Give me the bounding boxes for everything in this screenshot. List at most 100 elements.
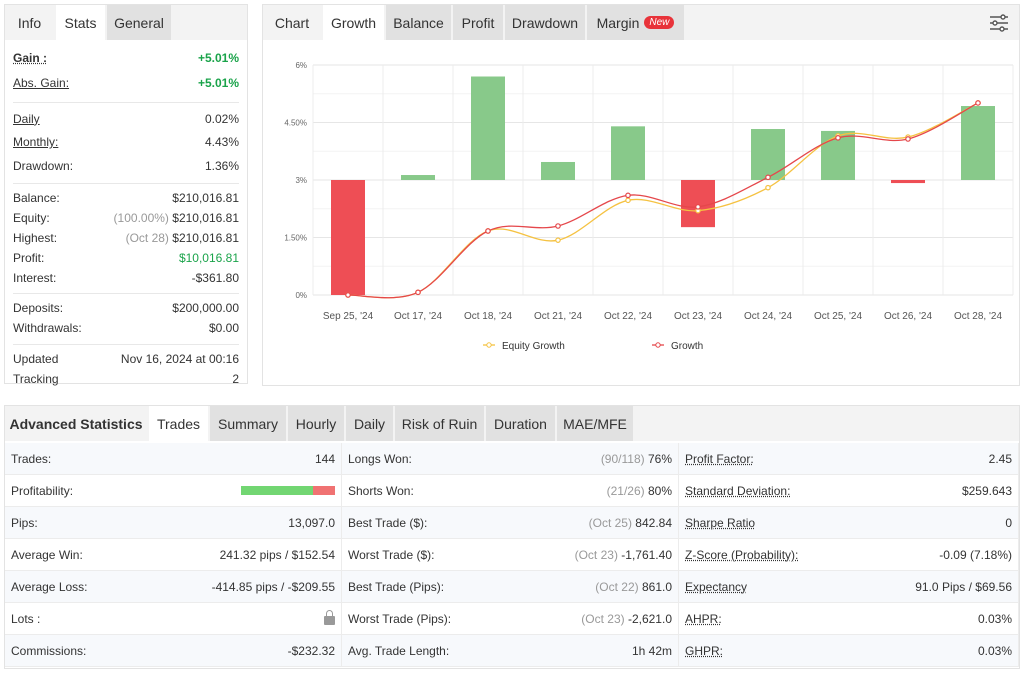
tab-risk-of-ruin[interactable]: Risk of Ruin (395, 406, 484, 441)
stat-value-text: -$361.80 (191, 270, 239, 285)
legend-label-equity-growth[interactable]: Equity Growth (502, 341, 565, 352)
stat-note: (90/118) (600, 451, 645, 466)
tab-label: Trades (156, 415, 201, 432)
sliders-icon[interactable] (989, 14, 1009, 32)
stat-label[interactable]: Gain : (13, 50, 48, 65)
daily-bar[interactable] (471, 76, 505, 181)
legend-marker-icon (655, 342, 661, 348)
data-point-growth[interactable] (345, 292, 351, 298)
stats-section: Daily 0.02% Monthly: 4.43% Drawdown: 1.36% (13, 103, 239, 184)
stat-value-text: 861.0 (641, 579, 672, 594)
stat-cell-sharpe-ratio: Sharpe Ratio 0 (679, 507, 1019, 539)
data-point-growth[interactable] (415, 289, 421, 296)
tab-margin[interactable]: Margin New (587, 5, 684, 40)
stat-value-text: 0.02% (204, 111, 239, 126)
daily-bar[interactable] (961, 106, 995, 180)
stat-value: 0.03% (978, 644, 1012, 658)
stat-label[interactable]: Expectancy (685, 579, 748, 594)
tab-mae-mfe[interactable]: MAE/MFE (557, 406, 633, 441)
data-point-growth[interactable] (695, 204, 701, 210)
stat-label[interactable]: Monthly: (13, 135, 59, 150)
stat-label[interactable]: Profit Factor: (685, 451, 754, 466)
data-point-equity-growth[interactable] (625, 197, 631, 204)
advanced-tabbar: Advanced Statistics Trades Summary Hourly Da… (5, 406, 1019, 441)
data-point-growth[interactable] (625, 192, 631, 199)
tab-stats[interactable]: Stats (56, 5, 105, 40)
stat-label[interactable]: Z-Score (Probability): (685, 547, 799, 562)
stat-note: (Oct 25) (588, 515, 632, 530)
data-point-growth[interactable] (765, 174, 771, 181)
data-point-growth[interactable] (555, 223, 561, 229)
tab-summary[interactable]: Summary (210, 406, 286, 441)
daily-bar[interactable] (331, 180, 365, 295)
stat-label: Updated (13, 351, 59, 366)
x-tick-label: Oct 25, '24 (814, 311, 862, 322)
tab-balance[interactable]: Balance (386, 5, 451, 40)
stat-row-tracking: Tracking 2 (13, 369, 239, 389)
tab-label: Risk of Ruin (401, 415, 478, 432)
tab-hourly[interactable]: Hourly (288, 406, 344, 441)
y-tick-label: 1.50% (284, 234, 307, 243)
stat-value: 0 (1005, 516, 1012, 530)
stat-value: 13,097.0 (288, 516, 335, 530)
tab-label: Drawdown (511, 14, 579, 31)
tab-duration[interactable]: Duration (486, 406, 555, 441)
profitability-bar (241, 486, 335, 495)
daily-bar[interactable] (541, 161, 575, 180)
stat-row-updated: Updated Nov 16, 2024 at 00:16 (13, 349, 239, 369)
daily-bar[interactable] (751, 129, 785, 180)
data-point-equity-growth[interactable] (765, 184, 771, 191)
tab-growth[interactable]: Growth (323, 5, 384, 40)
stat-label[interactable]: Daily (13, 111, 40, 126)
data-point-growth[interactable] (905, 136, 911, 142)
stat-cell-ghpr: GHPR: 0.03% (679, 635, 1019, 667)
stat-row-equity: Equity: (100.00%) $210,016.81 (13, 208, 239, 228)
legend-label-growth[interactable]: Growth (671, 341, 703, 352)
stats-body: Gain : +5.01% Abs. Gain: +5.01% Daily 0.02% Mo… (5, 41, 247, 389)
stat-label[interactable]: Standard Deviation: (685, 483, 791, 498)
stat-value-text: 0.03% (977, 643, 1012, 658)
daily-bar[interactable] (611, 126, 645, 180)
stat-cell-pips: Pips: 13,097.0 (5, 507, 342, 539)
stat-value-text: $10,016.81 (178, 250, 239, 265)
series-line-growth (347, 102, 979, 299)
stats-tabbar: Info Stats General (5, 5, 247, 40)
stat-label: Pips: (11, 515, 38, 530)
stat-value-text: $210,016.81 (172, 190, 239, 205)
daily-bar[interactable] (401, 175, 435, 180)
tab-general[interactable]: General (107, 5, 171, 40)
stat-value-text: +5.01% (197, 50, 239, 65)
stat-label: Lots : (11, 611, 41, 626)
x-tick-label: Oct 24, '24 (744, 311, 792, 322)
stat-value-text: $259.643 (961, 483, 1012, 498)
y-tick-label: 0% (295, 291, 307, 300)
stat-row-gain: Gain : +5.01% (13, 45, 239, 70)
stat-value: $259.643 (962, 484, 1012, 498)
tab-drawdown[interactable]: Drawdown (505, 5, 585, 40)
stats-section: Updated Nov 16, 2024 at 00:16 Tracking 2 (13, 345, 239, 389)
stat-label[interactable]: Sharpe Ratio (685, 515, 756, 530)
stat-value-text: -$232.32 (287, 643, 335, 658)
stat-value-text: 4.43% (204, 135, 239, 150)
stat-cell-z-score-probability: Z-Score (Probability): -0.09 (7.18%) (679, 539, 1019, 571)
stat-label[interactable]: GHPR: (685, 643, 724, 658)
stat-value-text: 842.84 (635, 515, 672, 530)
daily-bar[interactable] (681, 180, 715, 228)
stat-label[interactable]: AHPR: (685, 611, 722, 626)
stat-value-text: 144 (314, 451, 335, 466)
data-point-growth[interactable] (975, 100, 981, 106)
tab-label: MAE/MFE (563, 415, 627, 432)
stat-label: Shorts Won: (348, 483, 414, 498)
data-point-growth[interactable] (835, 135, 841, 141)
stats-panel: Info Stats General Gain : +5.01% Abs. Gain: +… (4, 4, 248, 386)
stat-label[interactable]: Abs. Gain: (13, 75, 70, 90)
stat-cell-average-win: Average Win: 241.32 pips / $152.54 (5, 539, 342, 571)
tab-profit[interactable]: Profit (453, 5, 503, 40)
daily-bar[interactable] (891, 180, 925, 184)
tab-trades[interactable]: Trades (149, 406, 208, 441)
stat-cell-standard-deviation: Standard Deviation: $259.643 (679, 475, 1019, 507)
data-point-growth[interactable] (485, 228, 491, 234)
stat-value-text: +5.01% (197, 75, 239, 90)
data-point-equity-growth[interactable] (555, 237, 561, 243)
tab-daily[interactable]: Daily (346, 406, 393, 441)
